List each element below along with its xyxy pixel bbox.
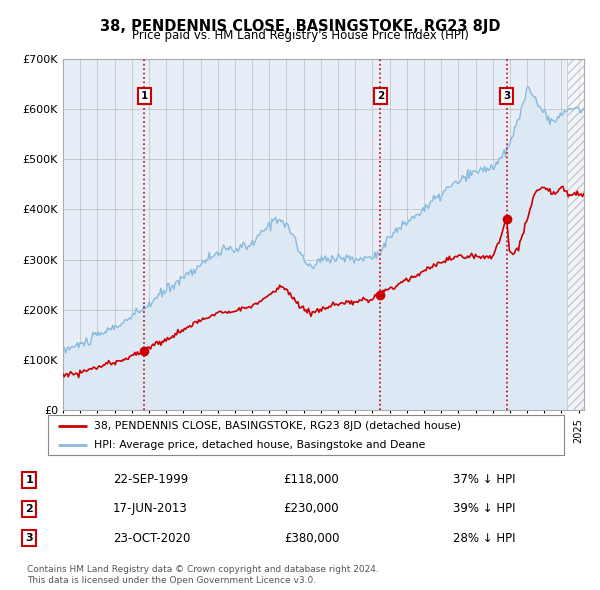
Text: 17-JUN-2013: 17-JUN-2013 [113,502,188,516]
Text: This data is licensed under the Open Government Licence v3.0.: This data is licensed under the Open Gov… [27,576,316,585]
Text: 39% ↓ HPI: 39% ↓ HPI [453,502,515,516]
Text: Contains HM Land Registry data © Crown copyright and database right 2024.: Contains HM Land Registry data © Crown c… [27,565,379,574]
Text: £230,000: £230,000 [284,502,340,516]
Text: £118,000: £118,000 [284,473,340,486]
Text: 22-SEP-1999: 22-SEP-1999 [113,473,188,486]
Text: 38, PENDENNIS CLOSE, BASINGSTOKE, RG23 8JD: 38, PENDENNIS CLOSE, BASINGSTOKE, RG23 8… [100,19,500,34]
Text: HPI: Average price, detached house, Basingstoke and Deane: HPI: Average price, detached house, Basi… [94,440,426,450]
Text: 1: 1 [25,475,33,484]
Text: 1: 1 [140,91,148,101]
Text: 38, PENDENNIS CLOSE, BASINGSTOKE, RG23 8JD (detached house): 38, PENDENNIS CLOSE, BASINGSTOKE, RG23 8… [94,421,461,431]
Text: 3: 3 [503,91,510,101]
Text: £380,000: £380,000 [284,532,339,545]
Text: 2: 2 [377,91,384,101]
Bar [566,59,584,410]
Text: 28% ↓ HPI: 28% ↓ HPI [453,532,515,545]
Text: 23-OCT-2020: 23-OCT-2020 [113,532,190,545]
Text: 2: 2 [25,504,33,514]
Text: Price paid vs. HM Land Registry's House Price Index (HPI): Price paid vs. HM Land Registry's House … [131,30,469,42]
Text: 3: 3 [25,533,33,543]
Text: 37% ↓ HPI: 37% ↓ HPI [453,473,515,486]
FancyBboxPatch shape [48,415,564,455]
